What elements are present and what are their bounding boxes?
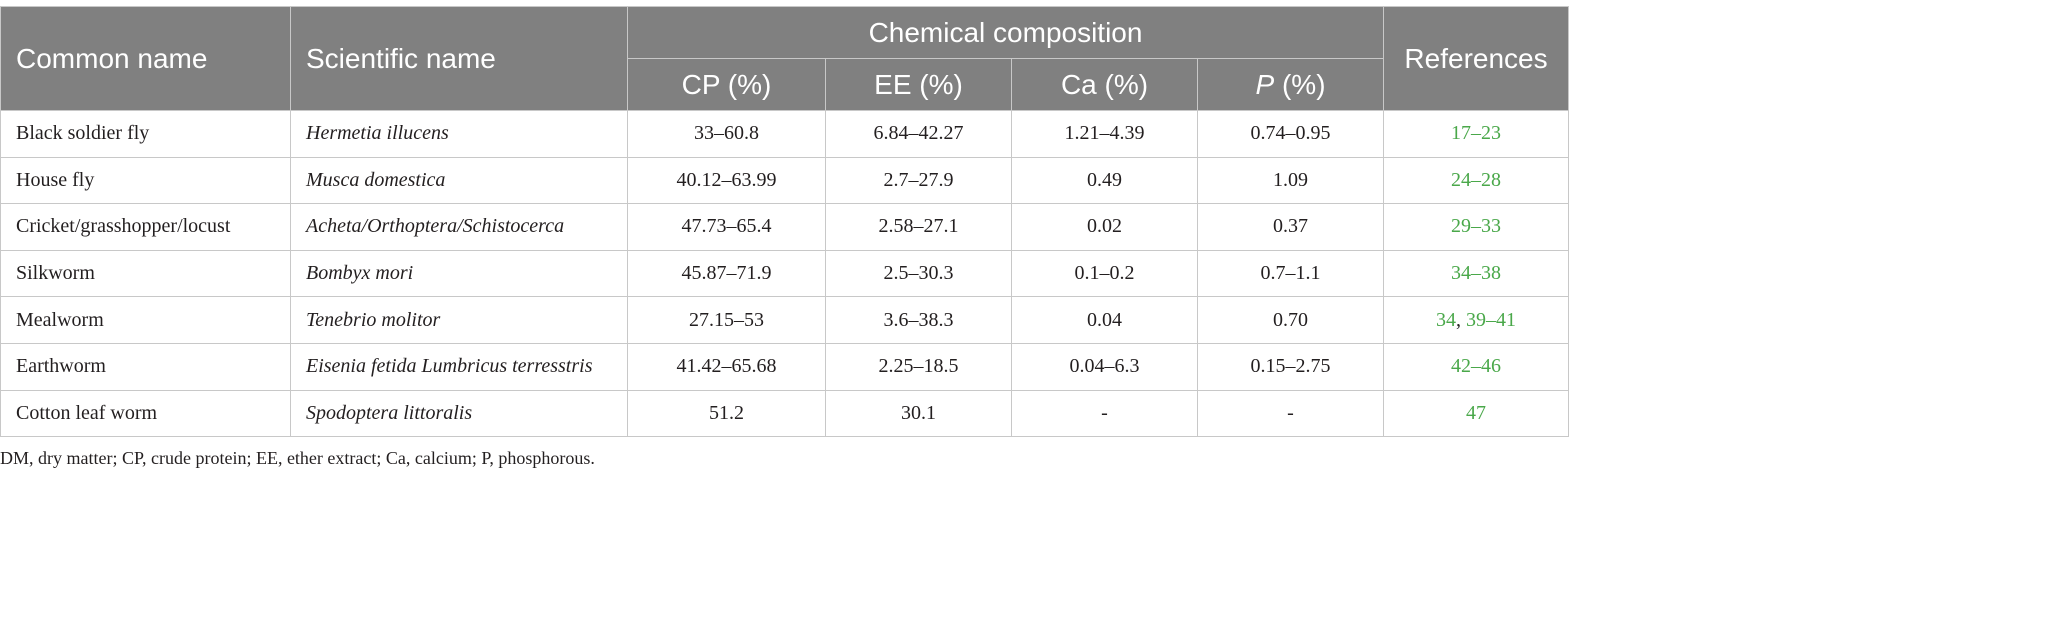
cell-p: 0.15–2.75: [1196, 342, 1385, 391]
cell-p: 0.74–0.95: [1196, 110, 1385, 158]
table-row: Earthworm Eisenia fetida Lumbricus terres…: [0, 342, 1570, 391]
table-row: Mealworm Tenebrio molitor 27.15–53 3.6–38.3…: [0, 296, 1570, 344]
cell-ee: 2.5–30.3: [825, 249, 1012, 298]
cell-references: 47: [1383, 389, 1570, 438]
cell-references: 29–33: [1383, 203, 1570, 251]
cell-common-name: Mealworm: [0, 296, 291, 344]
reference-link[interactable]: 39–41: [1466, 308, 1517, 331]
header-scientific-name: Scientific name: [290, 6, 628, 111]
header-p-unit: (%): [1274, 68, 1326, 100]
header-p-symbol: P: [1255, 68, 1275, 100]
reference-link[interactable]: 24–28: [1451, 168, 1502, 191]
cell-p: 0.37: [1196, 203, 1385, 251]
cell-p: 0.70: [1196, 296, 1385, 344]
cell-cp: 47.73–65.4: [627, 203, 826, 251]
cell-ca: 0.04–6.3: [1011, 342, 1198, 391]
cell-ca: 1.21–4.39: [1011, 110, 1198, 158]
header-common-name: Common name: [0, 6, 291, 111]
cell-references: 42–46: [1383, 342, 1570, 391]
cell-cp: 40.12–63.99: [627, 156, 826, 205]
reference-link[interactable]: 42–46: [1451, 355, 1502, 378]
cell-ee: 2.7–27.9: [825, 156, 1012, 205]
cell-ca: 0.02: [1011, 203, 1198, 251]
cell-ee: 2.58–27.1: [825, 203, 1012, 251]
table-row: Cricket/grasshopper/locust Acheta/Orthopt…: [0, 203, 1570, 251]
cell-scientific-name: Eisenia fetida Lumbricus terresstris: [290, 342, 628, 391]
cell-ee: 2.25–18.5: [825, 342, 1012, 391]
cell-ee: 30.1: [825, 389, 1012, 438]
cell-references: 34–38: [1383, 249, 1570, 298]
reference-link[interactable]: 29–33: [1451, 215, 1502, 238]
header-cp: CP (%): [627, 58, 826, 111]
cell-common-name: Cotton leaf worm: [0, 389, 291, 438]
cell-common-name: Earthworm: [0, 342, 291, 391]
cell-p: 1.09: [1196, 156, 1385, 205]
cell-cp: 41.42–65.68: [627, 342, 826, 391]
cell-p: 0.7–1.1: [1196, 249, 1385, 298]
header-ee: EE (%): [825, 58, 1012, 111]
cell-scientific-name: Tenebrio molitor: [290, 296, 628, 344]
cell-cp: 33–60.8: [627, 110, 826, 158]
table-row: Silkworm Bombyx mori 45.87–71.9 2.5–30.3 0.1…: [0, 249, 1570, 298]
header-references: References: [1383, 6, 1570, 111]
header-chemical-composition: Chemical composition: [626, 6, 1385, 59]
cell-ca: 0.1–0.2: [1011, 249, 1198, 298]
table-row: Black soldier fly Hermetia illucens 33–60.…: [0, 110, 1570, 158]
cell-p: -: [1196, 389, 1385, 438]
cell-scientific-name: Hermetia illucens: [290, 110, 628, 158]
cell-cp: 27.15–53: [627, 296, 826, 344]
chemical-composition-table: Common name Scientific name Chemical com…: [0, 6, 1570, 438]
reference-separator: ,: [1456, 308, 1467, 331]
cell-ca: 0.49: [1011, 156, 1198, 205]
cell-common-name: Black soldier fly: [0, 110, 291, 158]
cell-scientific-name: Bombyx mori: [290, 249, 628, 298]
cell-common-name: House fly: [0, 156, 291, 205]
cell-common-name: Silkworm: [0, 249, 291, 298]
table-row: Cotton leaf worm Spodoptera littoralis 51.…: [0, 389, 1570, 438]
cell-scientific-name: Spodoptera littoralis: [290, 389, 628, 438]
cell-ca: 0.04: [1011, 296, 1198, 344]
reference-link[interactable]: 17–23: [1451, 122, 1502, 145]
reference-link[interactable]: 34–38: [1451, 262, 1502, 285]
header-ca: Ca (%): [1011, 58, 1198, 111]
table-header: Common name Scientific name Chemical com…: [0, 6, 1570, 111]
cell-ee: 3.6–38.3: [825, 296, 1012, 344]
cell-references: 24–28: [1383, 156, 1570, 205]
cell-scientific-name: Musca domestica: [290, 156, 628, 205]
header-p: P (%): [1196, 58, 1385, 111]
cell-common-name: Cricket/grasshopper/locust: [0, 203, 291, 251]
composition-table-wrapper: Common name Scientific name Chemical com…: [0, 6, 1570, 438]
table-footnote: DM, dry matter; CP, crude protein; EE, e…: [0, 448, 595, 468]
cell-cp: 45.87–71.9: [627, 249, 826, 298]
cell-scientific-name: Acheta/Orthoptera/Schistocerca: [290, 203, 628, 251]
cell-ee: 6.84–42.27: [825, 110, 1012, 158]
table-row: House fly Musca domestica 40.12–63.99 2.7–2…: [0, 156, 1570, 205]
cell-references: 17–23: [1383, 110, 1570, 158]
cell-cp: 51.2: [627, 389, 826, 438]
reference-link[interactable]: 34: [1436, 308, 1457, 331]
cell-ca: -: [1011, 389, 1198, 438]
reference-link[interactable]: 47: [1466, 401, 1487, 424]
table-body: Black soldier fly Hermetia illucens 33–60.…: [0, 110, 1570, 438]
cell-references: 34, 39–41: [1383, 296, 1570, 344]
